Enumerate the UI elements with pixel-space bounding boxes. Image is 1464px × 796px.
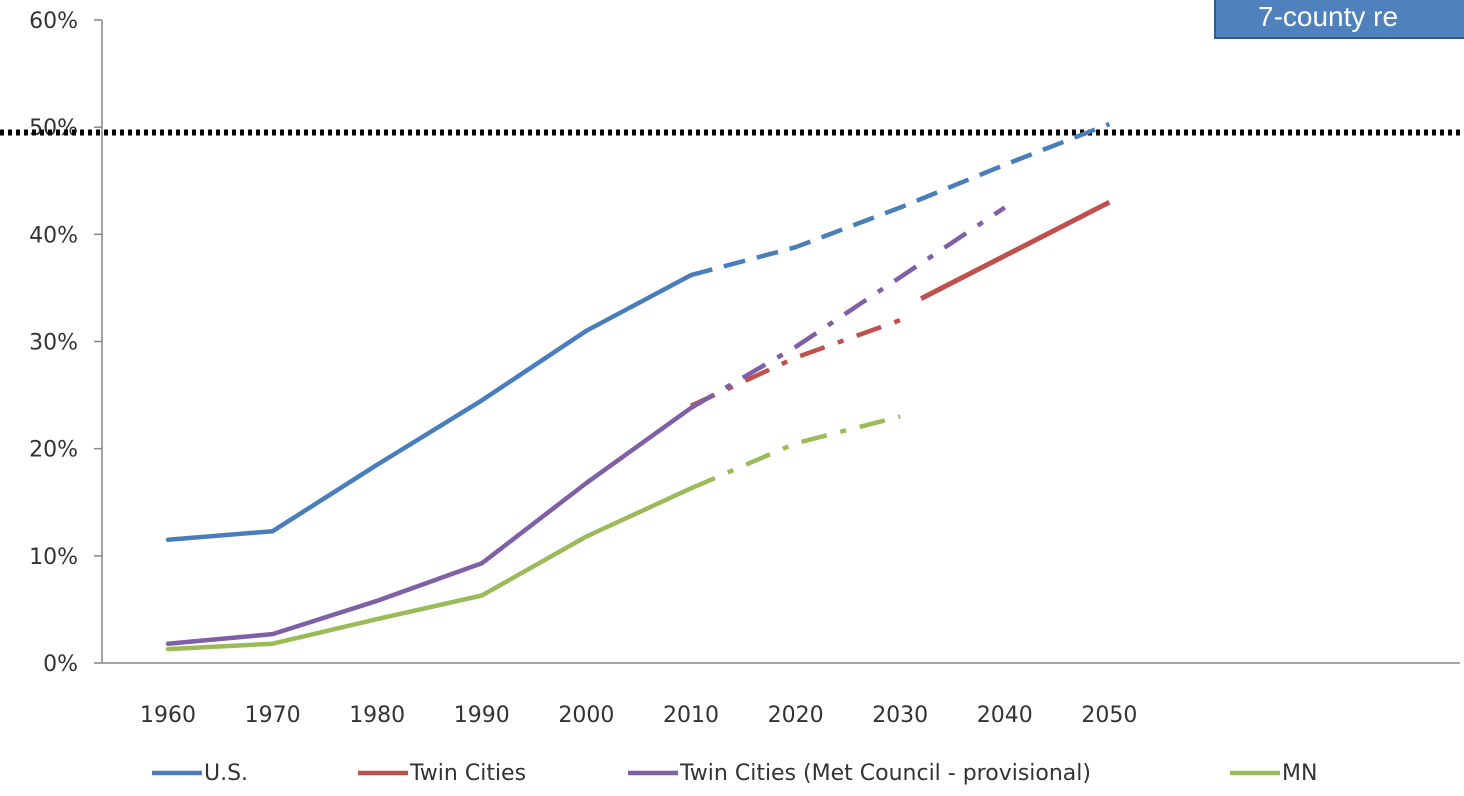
series-lines: [165, 121, 1111, 652]
x-tick-label: 2010: [663, 703, 719, 728]
y-tick-label: 50%: [29, 116, 78, 141]
legend-label: U.S.: [204, 761, 248, 786]
y-tick-label: 10%: [29, 545, 78, 570]
series-line-solid: [165, 272, 694, 543]
legend-label: Twin Cities (Met Council - provisional): [679, 761, 1091, 786]
x-tick-label: 2030: [872, 703, 928, 728]
legend: U.S. Twin Cities Twin Cities (Met Council …: [152, 761, 1317, 786]
x-tick-label: 2020: [768, 703, 824, 728]
callout-background: [1214, 0, 1464, 39]
y-tick-label: 60%: [29, 9, 78, 34]
series-line-extension: [919, 199, 1111, 301]
callout-box: 7-county re: [1214, 0, 1464, 39]
y-tick-label: 0%: [43, 652, 78, 677]
x-axis-ticks: 1960 1970 1980 1990 2000 2010 2020 2030 2040 2050: [140, 703, 1137, 728]
series-line-projected: [690, 121, 1111, 278]
x-tick-label: 2000: [558, 703, 614, 728]
legend-label: Twin Cities: [409, 761, 526, 786]
y-tick-label: 30%: [29, 331, 78, 356]
y-axis-ticks: 0% 10% 20% 30% 40% 50% 60%: [29, 9, 102, 677]
x-tick-label: 2050: [1081, 703, 1137, 728]
x-tick-label: 2040: [977, 703, 1033, 728]
series-line-solid: [165, 486, 694, 652]
y-tick-label: 20%: [29, 438, 78, 463]
series-line-projected: [690, 414, 901, 491]
series-line-projected: [689, 205, 1007, 410]
series-line-projected: [690, 317, 901, 408]
callout-text: 7-county re: [1258, 1, 1398, 32]
axes: [101, 20, 1460, 664]
series-line-solid: [165, 405, 694, 646]
y-tick-label: 40%: [29, 223, 78, 248]
legend-label: MN: [1282, 761, 1317, 786]
x-tick-label: 1980: [349, 703, 405, 728]
x-tick-label: 1990: [454, 703, 510, 728]
x-tick-label: 1970: [245, 703, 301, 728]
x-tick-label: 1960: [140, 703, 196, 728]
